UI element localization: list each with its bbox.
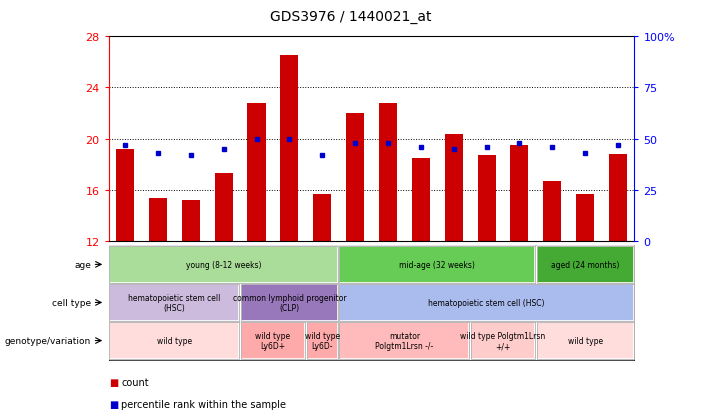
Text: wild type Polgtm1Lrsn
+/+: wild type Polgtm1Lrsn +/+	[461, 331, 545, 350]
Text: common lymphoid progenitor
(CLP): common lymphoid progenitor (CLP)	[233, 293, 346, 312]
Text: mid-age (32 weeks): mid-age (32 weeks)	[400, 260, 475, 269]
Text: GDS3976 / 1440021_at: GDS3976 / 1440021_at	[270, 10, 431, 24]
Bar	[116, 150, 134, 242]
Text: hematopoietic stem cell (HSC): hematopoietic stem cell (HSC)	[428, 298, 545, 307]
Text: ■: ■	[109, 399, 118, 409]
Bar	[543, 182, 562, 242]
Text: wild type
Ly6D+: wild type Ly6D+	[255, 331, 290, 350]
Bar	[510, 146, 529, 242]
Bar	[215, 174, 233, 242]
Text: ■: ■	[109, 377, 118, 387]
Bar	[609, 155, 627, 242]
Text: wild type: wild type	[157, 336, 192, 345]
Text: hematopoietic stem cell
(HSC): hematopoietic stem cell (HSC)	[128, 293, 221, 312]
Text: mutator
Polgtm1Lrsn -/-: mutator Polgtm1Lrsn -/-	[375, 331, 433, 350]
Bar	[576, 195, 594, 242]
Text: wild type: wild type	[568, 336, 603, 345]
Text: count: count	[121, 377, 149, 387]
Bar	[182, 201, 200, 242]
Bar	[477, 156, 496, 242]
Bar	[313, 195, 332, 242]
Text: percentile rank within the sample: percentile rank within the sample	[121, 399, 286, 409]
Text: young (8-12 weeks): young (8-12 weeks)	[186, 260, 261, 269]
Bar	[379, 104, 397, 242]
Bar	[280, 56, 299, 242]
Bar	[247, 104, 266, 242]
Bar	[149, 198, 167, 242]
Text: wild type
Ly6D-: wild type Ly6D-	[305, 331, 340, 350]
Text: genotype/variation: genotype/variation	[5, 336, 91, 345]
Bar	[411, 159, 430, 242]
Text: aged (24 months): aged (24 months)	[551, 260, 619, 269]
Bar	[346, 114, 364, 242]
Text: age: age	[74, 260, 91, 269]
Bar	[444, 134, 463, 242]
Text: cell type: cell type	[52, 298, 91, 307]
